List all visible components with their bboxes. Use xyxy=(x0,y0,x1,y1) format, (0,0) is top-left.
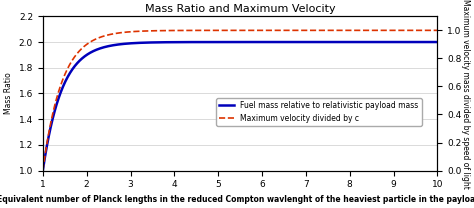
Maximum velocity divided by c xyxy=(40,169,46,172)
Fuel mass relative to relativistic payload mass xyxy=(214,41,219,43)
Maximum velocity divided by c xyxy=(355,29,360,32)
Fuel mass relative to relativistic payload mass xyxy=(311,41,317,43)
Maximum velocity divided by c xyxy=(435,29,440,32)
Maximum velocity divided by c xyxy=(347,29,353,32)
Fuel mass relative to relativistic payload mass xyxy=(435,41,440,43)
Line: Maximum velocity divided by c: Maximum velocity divided by c xyxy=(43,30,438,171)
Legend: Fuel mass relative to relativistic payload mass, Maximum velocity divided by c: Fuel mass relative to relativistic paylo… xyxy=(216,98,422,126)
Fuel mass relative to relativistic payload mass xyxy=(40,169,46,172)
Maximum velocity divided by c xyxy=(200,29,205,32)
Title: Mass Ratio and Maximum Velocity: Mass Ratio and Maximum Velocity xyxy=(145,4,336,14)
Fuel mass relative to relativistic payload mass xyxy=(355,41,360,43)
Maximum velocity divided by c xyxy=(214,29,219,32)
Line: Fuel mass relative to relativistic payload mass: Fuel mass relative to relativistic paylo… xyxy=(43,42,438,171)
X-axis label: Equivalent number of Planck lengths in the reduced Compton wavlenght of the heav: Equivalent number of Planck lengths in t… xyxy=(0,195,474,204)
Fuel mass relative to relativistic payload mass xyxy=(200,41,205,43)
Maximum velocity divided by c xyxy=(311,29,317,32)
Y-axis label: Maximum velocity mass divided by speed of light: Maximum velocity mass divided by speed o… xyxy=(461,0,470,188)
Maximum velocity divided by c xyxy=(80,46,86,48)
Fuel mass relative to relativistic payload mass xyxy=(80,56,86,59)
Y-axis label: Mass Ratio: Mass Ratio xyxy=(4,73,13,114)
Fuel mass relative to relativistic payload mass xyxy=(347,41,353,43)
